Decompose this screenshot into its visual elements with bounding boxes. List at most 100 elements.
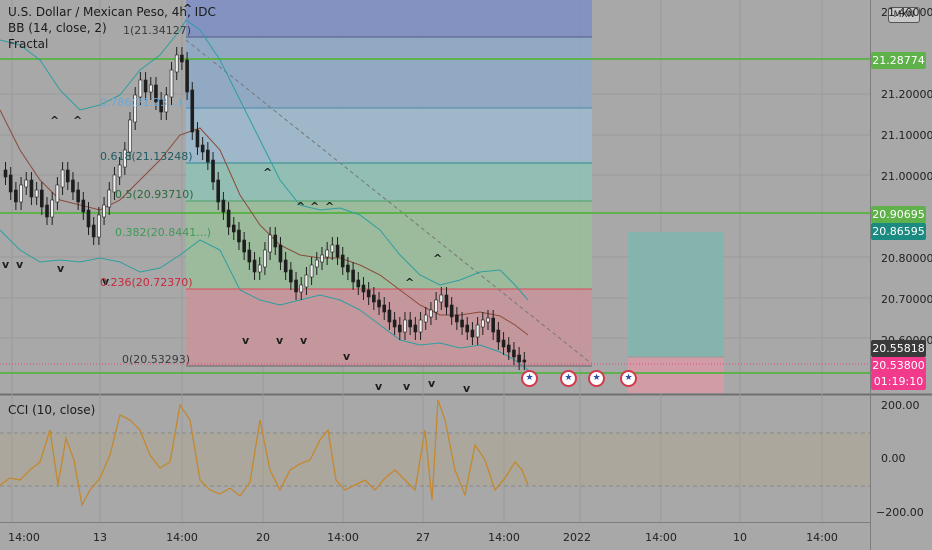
price-tag: 01:19:10 xyxy=(871,373,926,390)
svg-text:v: v xyxy=(300,334,308,347)
candle-body xyxy=(335,244,340,258)
candle-body xyxy=(76,189,80,203)
candle-body xyxy=(40,189,44,208)
cci-legend[interactable]: CCI (10, close) xyxy=(8,403,96,417)
candle-body xyxy=(81,199,86,213)
candle-body xyxy=(517,354,521,363)
price-axis-bg xyxy=(870,0,932,550)
candle-body xyxy=(257,264,262,273)
svg-text:^: ^ xyxy=(50,114,59,127)
time-axis[interactable]: 14:00 13 14:00 20 14:00 27 14:00 2022 14:00 10 14:… xyxy=(8,531,838,544)
candle-body xyxy=(434,299,438,313)
candle-body xyxy=(304,274,309,288)
candle-body xyxy=(496,329,501,343)
svg-text:v: v xyxy=(242,334,250,347)
candle-body xyxy=(24,179,29,188)
candle-body xyxy=(346,264,350,273)
svg-text:v: v xyxy=(463,382,471,395)
fib-level-label: 0.618(21.13248) xyxy=(100,150,193,163)
candle-body xyxy=(294,279,298,293)
long-position-tool[interactable] xyxy=(628,232,724,393)
price-axis-top: 21.40000 xyxy=(881,6,932,19)
candle-body xyxy=(413,324,418,333)
svg-text:^: ^ xyxy=(433,252,442,265)
candle-body xyxy=(117,164,122,178)
us-flag-event-icon[interactable]: ★ xyxy=(620,370,637,387)
cci-tick: 200.00 xyxy=(881,399,920,412)
svg-text:v: v xyxy=(102,275,110,288)
fib-level-label: 1(21.34127) xyxy=(123,24,192,37)
candle-body xyxy=(128,119,132,153)
time-tick: 14:00 xyxy=(8,531,40,544)
candle-body xyxy=(325,249,329,258)
candle-body xyxy=(50,199,54,218)
us-flag-event-icon[interactable]: ★ xyxy=(588,370,605,387)
candle-body xyxy=(14,189,18,203)
candle-body xyxy=(221,199,226,213)
symbol-title[interactable]: U.S. Dollar / Mexican Peso, 4h, IDC xyxy=(8,5,216,19)
bb-legend[interactable]: BB (14, close, 2) xyxy=(8,21,107,35)
time-tick: 14:00 xyxy=(166,531,198,544)
cci-tick: −200.00 xyxy=(876,506,924,519)
price-tag: 20.86595 xyxy=(871,223,926,240)
candle-body xyxy=(143,79,148,93)
time-tick: 20 xyxy=(256,531,270,544)
candle-body xyxy=(470,329,475,338)
cci-tick: 0.00 xyxy=(881,452,906,465)
candle-body xyxy=(501,339,506,348)
candle-body xyxy=(382,304,387,313)
time-tick: 14:00 xyxy=(645,531,677,544)
candle-body xyxy=(392,319,397,328)
time-tick: 10 xyxy=(733,531,747,544)
svg-text:v: v xyxy=(403,380,411,393)
candle-body xyxy=(19,184,23,203)
candle-body xyxy=(460,319,464,328)
candle-body xyxy=(252,259,257,273)
trend-line[interactable] xyxy=(185,39,593,365)
candle-body xyxy=(102,204,106,218)
candle-body xyxy=(351,269,355,283)
candle-body xyxy=(356,279,361,288)
candle-body xyxy=(320,254,324,263)
candle-body xyxy=(148,84,153,93)
candle-body xyxy=(361,284,366,293)
candle-body xyxy=(278,244,283,263)
candle-body xyxy=(200,144,205,153)
candle-body xyxy=(289,269,293,283)
svg-text:v: v xyxy=(428,377,436,390)
candle-body xyxy=(237,229,241,243)
svg-text:v: v xyxy=(375,380,383,393)
svg-text:v: v xyxy=(343,350,351,363)
price-tick: 21.10000 xyxy=(881,129,932,142)
candle-body xyxy=(465,324,470,333)
price-tick: 20.70000 xyxy=(881,293,932,306)
candle-body xyxy=(180,54,184,63)
time-tick: 2022 xyxy=(563,531,591,544)
price-tick: 21.00000 xyxy=(881,170,932,183)
candle-body xyxy=(159,99,163,113)
us-flag-event-icon[interactable]: ★ xyxy=(521,370,538,387)
us-flag-event-icon[interactable]: ★ xyxy=(560,370,577,387)
candle-body xyxy=(164,94,169,113)
candle-body xyxy=(340,254,345,268)
candle-body xyxy=(3,169,8,178)
candle-body xyxy=(314,259,319,268)
candle-body xyxy=(231,224,236,233)
svg-text:^: ^ xyxy=(325,200,334,213)
candle-body xyxy=(439,294,444,303)
candle-body xyxy=(169,69,174,98)
fractal-legend[interactable]: Fractal xyxy=(8,37,49,51)
candle-body xyxy=(29,179,34,198)
currency-badge[interactable]: MXN xyxy=(888,7,920,23)
candle-body xyxy=(107,189,112,208)
svg-text:^: ^ xyxy=(263,166,272,179)
candle-body xyxy=(455,314,459,323)
candle-body xyxy=(522,359,527,363)
svg-text:^: ^ xyxy=(310,200,319,213)
candle-body xyxy=(71,179,75,193)
candle-body xyxy=(226,209,231,228)
fib-retracement[interactable] xyxy=(186,0,592,367)
candle-body xyxy=(366,289,371,298)
